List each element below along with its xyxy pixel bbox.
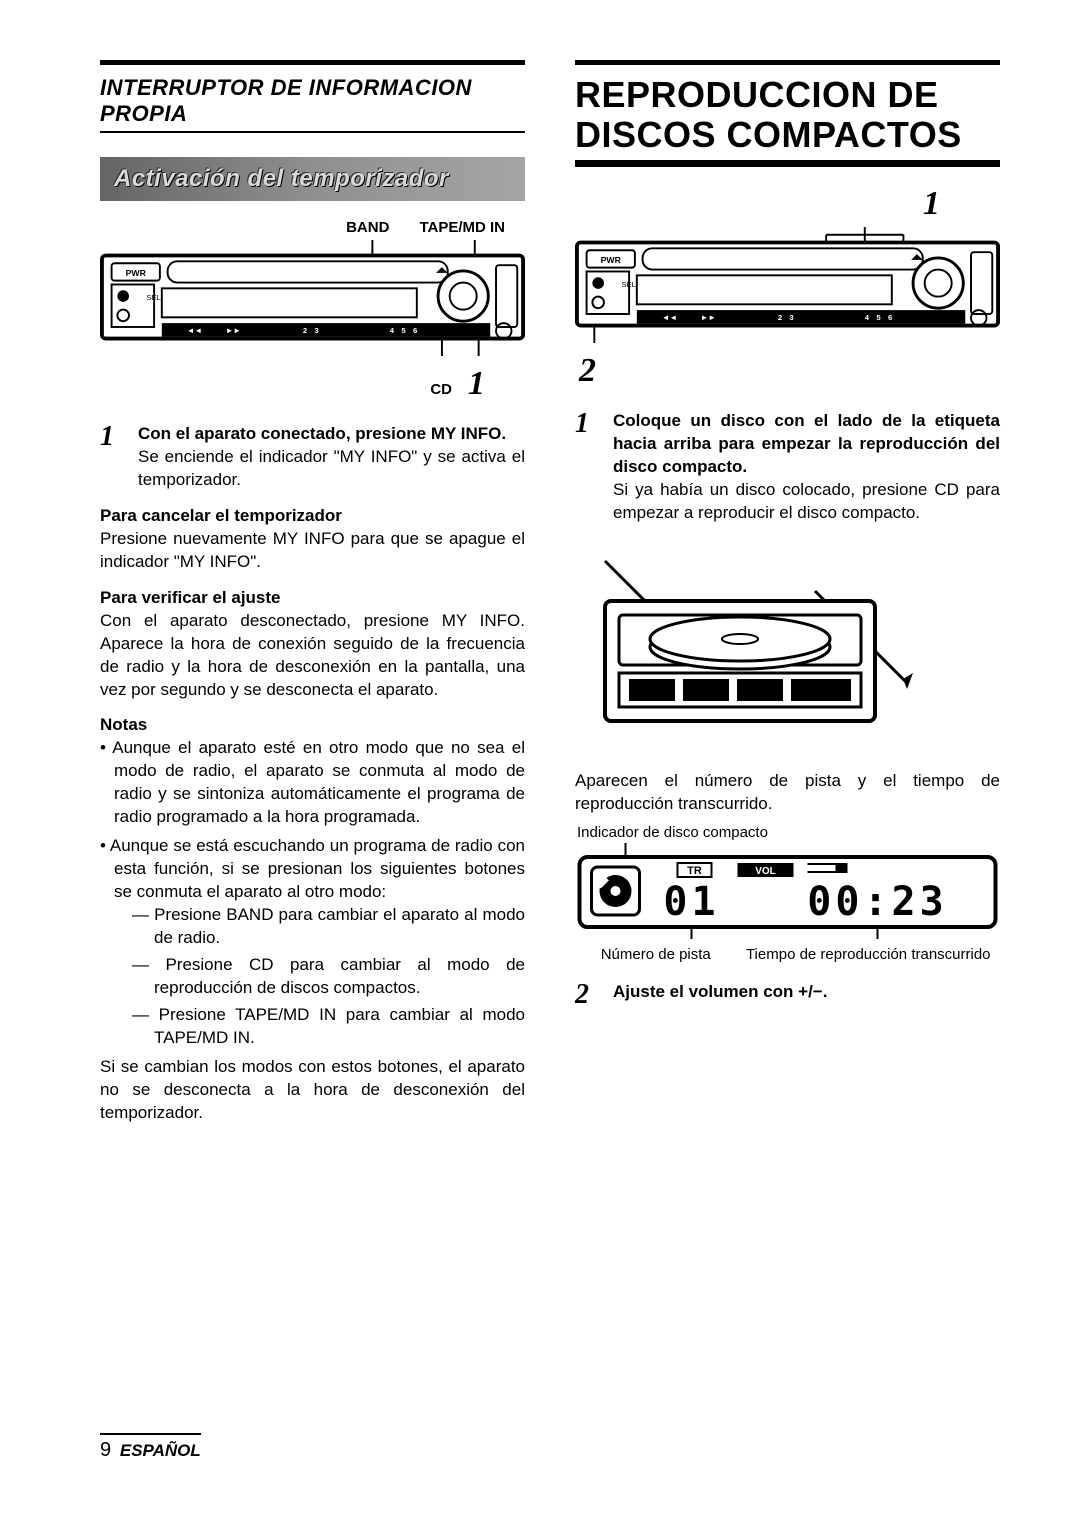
notas-heading: Notas	[100, 715, 525, 735]
svg-text:►►: ►►	[701, 313, 716, 322]
svg-text:00:23: 00:23	[807, 879, 947, 925]
cd-insert-diagram	[575, 541, 915, 751]
rule	[100, 60, 525, 65]
car-stereo-diagram-left: PWR SEL ◄◄ ►► 23 456	[100, 238, 525, 358]
svg-text:TR: TR	[687, 865, 702, 877]
svg-text:3: 3	[789, 313, 794, 322]
right-column: REPRODUCCION DE DISCOS COMPACTOS 1 PWR S…	[575, 60, 1000, 1124]
under-label-time: Tiempo de reproducción transcurrido	[737, 946, 1001, 963]
step-1r-heading: Coloque un disco con el lado de la etiqu…	[613, 410, 1000, 479]
page-footer: 9 ESPAÑOL	[100, 1433, 201, 1462]
svg-text:SEL: SEL	[146, 293, 161, 302]
callout-2-right: 2	[575, 352, 1000, 390]
display-under-labels: Número de pista Tiempo de reproducción t…	[575, 946, 1000, 963]
rule	[575, 60, 1000, 65]
left-column: INTERRUPTOR DE INFORMACION PROPIA Activa…	[100, 60, 525, 1124]
svg-text:4: 4	[865, 313, 870, 322]
dash-2: Presione CD para cambiar al modo de repr…	[132, 954, 525, 1000]
under-label-track: Número de pista	[575, 946, 737, 963]
svg-text:5: 5	[401, 326, 406, 335]
svg-text:PWR: PWR	[601, 255, 622, 265]
svg-text:6: 6	[888, 313, 893, 322]
page-layout: INTERRUPTOR DE INFORMACION PROPIA Activa…	[100, 60, 1000, 1124]
dash-list: Presione BAND para cambiar el aparato al…	[114, 904, 525, 1050]
step-2-right: 2 Ajuste el volumen con +/−.	[575, 981, 1000, 1009]
svg-text:2: 2	[303, 326, 307, 335]
nota-2: Aunque se está escuchando un programa de…	[100, 835, 525, 1049]
dash-3: Presione TAPE/MD IN para cambiar al modo…	[132, 1004, 525, 1050]
step-number: 1	[100, 423, 124, 492]
step-1-heading: Con el aparato conectado, presione MY IN…	[138, 423, 525, 446]
label-cd: CD	[430, 381, 452, 398]
radio-bottom-labels: CD 1	[100, 365, 525, 403]
svg-text:3: 3	[314, 326, 319, 335]
lcd-display-diagram: TR VOL 01 00:23	[575, 843, 1000, 939]
notas-tail: Si se cambian los modos con estos botone…	[100, 1056, 525, 1125]
svg-text:SEL: SEL	[621, 280, 636, 289]
svg-text:4: 4	[390, 326, 395, 335]
section-title-right: REPRODUCCION DE DISCOS COMPACTOS	[575, 75, 1000, 154]
svg-text:◄◄: ◄◄	[662, 313, 677, 322]
callout-top: 1	[575, 185, 1000, 223]
svg-text:VOL: VOL	[755, 866, 776, 877]
step-number: 1	[575, 410, 599, 525]
verify-heading: Para verificar el ajuste	[100, 588, 525, 608]
svg-text:5: 5	[876, 313, 881, 322]
section-title-left: INTERRUPTOR DE INFORMACION PROPIA	[100, 75, 525, 133]
dash-1: Presione BAND para cambiar el aparato al…	[132, 904, 525, 950]
cancel-body: Presione nuevamente MY INFO para que se …	[100, 528, 525, 574]
verify-body: Con el aparato desconectado, presione MY…	[100, 610, 525, 702]
nota-1: Aunque el aparato esté en otro modo que …	[100, 737, 525, 829]
step-1-left: 1 Con el aparato conectado, presione MY …	[100, 423, 525, 492]
notas-list: Aunque el aparato esté en otro modo que …	[100, 737, 525, 1049]
svg-text:01: 01	[663, 879, 719, 925]
step-number: 2	[575, 981, 599, 1009]
callout-1-right: 1	[923, 185, 940, 223]
svg-text:◄◄: ◄◄	[187, 326, 202, 335]
label-tapemd: TAPE/MD IN	[419, 219, 505, 236]
radio-top-labels: BAND TAPE/MD IN	[100, 219, 525, 236]
after-cd-text: Aparecen el número de pista y el tiempo …	[575, 770, 1000, 816]
language-label: ESPAÑOL	[120, 1441, 201, 1460]
svg-text:PWR: PWR	[126, 268, 147, 278]
step-1r-body: Si ya había un disco colocado, presione …	[613, 479, 1000, 525]
cancel-heading: Para cancelar el temporizador	[100, 506, 525, 526]
step-1-right: 1 Coloque un disco con el lado de la eti…	[575, 410, 1000, 525]
svg-text:2: 2	[778, 313, 782, 322]
step-2r-heading: Ajuste el volumen con +/−.	[613, 981, 1000, 1004]
thick-underline	[575, 160, 1000, 167]
step-1-body: Se enciende el indicador "MY INFO" y se …	[138, 446, 525, 492]
label-band: BAND	[346, 219, 389, 236]
car-stereo-diagram-right: PWR SEL ◄◄ ►► 23 456	[575, 225, 1000, 345]
page-number: 9	[100, 1439, 111, 1461]
callout-1: 1	[468, 365, 485, 403]
svg-text:6: 6	[413, 326, 418, 335]
svg-text:►►: ►►	[226, 326, 241, 335]
indicator-label: Indicador de disco compacto	[577, 824, 1000, 841]
gray-subtitle-bar: Activación del temporizador	[100, 157, 525, 201]
